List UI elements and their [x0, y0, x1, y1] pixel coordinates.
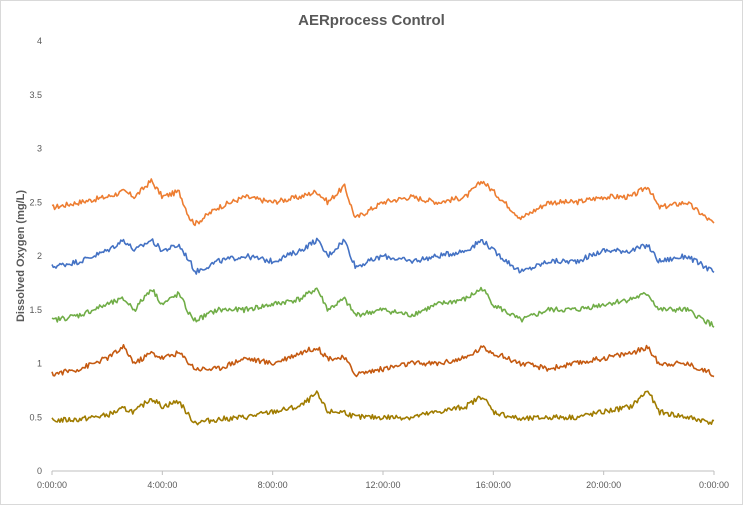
x-tick-label: 0:00:00 [699, 480, 729, 490]
x-tick-label: 12:00:00 [365, 480, 400, 490]
series-line [51, 178, 715, 227]
y-tick-label: 2 [37, 251, 42, 261]
y-tick-label: 0 [37, 466, 42, 476]
y-tick-label: 2.5 [29, 197, 42, 207]
y-tick-label: 3.5 [29, 90, 42, 100]
series-group [51, 178, 715, 426]
y-tick-label: 3 [37, 144, 42, 154]
series-line [51, 390, 715, 426]
series-line [51, 237, 715, 275]
y-tick-label: 4 [37, 36, 42, 46]
series-line [51, 286, 715, 328]
x-tick-label: 16:00:00 [476, 480, 511, 490]
y-tick-labels: 0 0.5 1 1.5 2 2.5 3 3.5 4 [29, 36, 42, 476]
chart-title: AERprocess Control [298, 12, 445, 29]
y-tick-label: 0.5 [29, 412, 42, 422]
x-tick-label: 4:00:00 [147, 480, 177, 490]
x-tick-label: 0:00:00 [37, 480, 67, 490]
y-tick-label: 1 [37, 359, 42, 369]
series-line [51, 344, 715, 378]
y-tick-label: 1.5 [29, 305, 42, 315]
y-axis-title: Dissolved Oxygen (mg/L) [15, 190, 27, 322]
x-tick-labels: 0:00:00 4:00:00 8:00:00 12:00:00 16:00:00 20:… [37, 471, 729, 490]
x-tick-label: 20:00:00 [586, 480, 621, 490]
x-tick-label: 8:00:00 [258, 480, 288, 490]
